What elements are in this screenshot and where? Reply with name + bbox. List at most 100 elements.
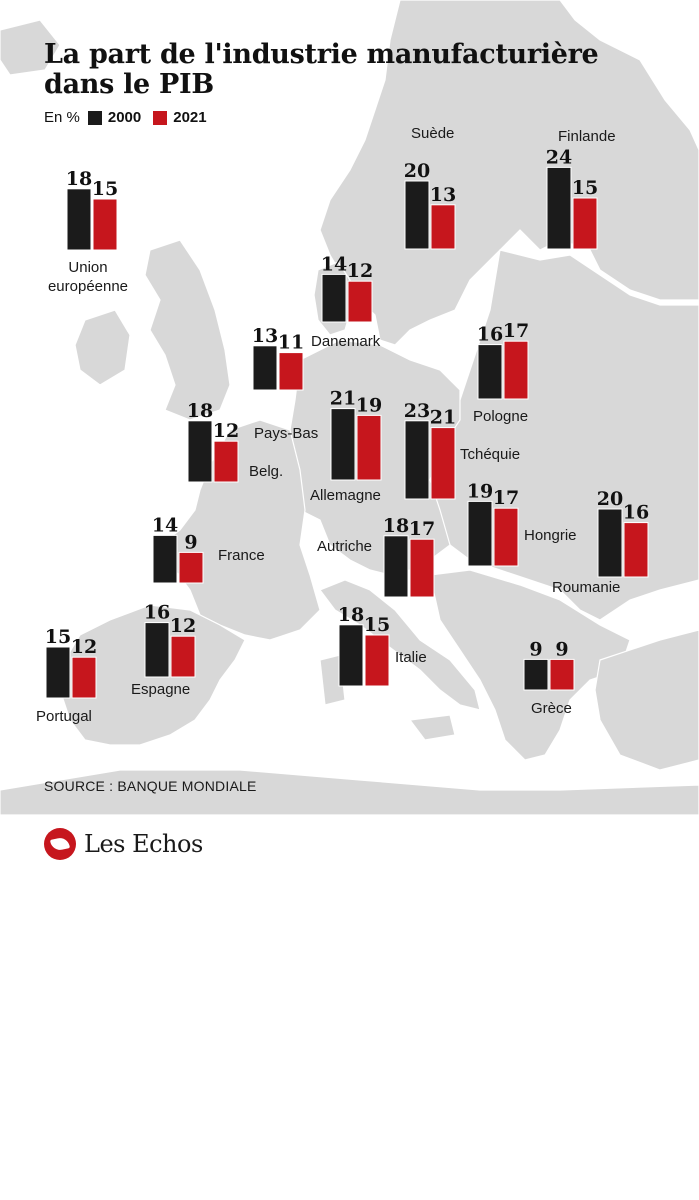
value-label-2000: 20 <box>404 160 430 182</box>
bar-2000-hongrie <box>467 500 493 567</box>
label-autriche: Autriche <box>317 538 373 555</box>
bar-2000-danemark <box>321 273 347 323</box>
bar-2021-su-de <box>430 204 456 250</box>
value-label-2021: 16 <box>623 502 649 524</box>
value-label-2000: 16 <box>144 602 170 624</box>
bar-2000-belg- <box>187 420 213 483</box>
bar-2000-espagne <box>144 622 170 678</box>
bar-2021-espagne <box>170 635 196 678</box>
bar-2021-gr-ce <box>549 658 575 691</box>
france-land <box>159 419 321 641</box>
bar-2000-su-de <box>404 180 430 250</box>
value-label-2021: 12 <box>213 420 239 442</box>
bar-2021-italie <box>364 634 390 687</box>
label-france: France <box>218 547 265 564</box>
value-label-2000: 19 <box>467 480 493 502</box>
label-tchequie: Tchéquie <box>460 446 521 463</box>
turkey-land <box>594 629 699 771</box>
bar-2021-union-europ-enne <box>92 198 118 251</box>
value-label-2021: 12 <box>170 615 196 637</box>
bar-2021-pays-bas <box>278 352 304 391</box>
bar-2000-france <box>152 534 178 584</box>
bar-2000-finlande <box>546 166 572 250</box>
value-label-2000: 21 <box>330 388 356 410</box>
value-label-2000: 16 <box>477 324 503 346</box>
value-label-2021: 19 <box>356 394 382 416</box>
bar-2021-hongrie <box>493 507 519 567</box>
bar-2000-autriche <box>383 535 409 598</box>
label-grece: Grèce <box>531 700 572 717</box>
source-note: SOURCE : BANQUE MONDIALE <box>44 778 257 794</box>
ireland-land <box>74 309 131 386</box>
legend-swatch-2021 <box>153 110 168 125</box>
north-africa-land <box>0 769 699 815</box>
label-danemark: Danemark <box>311 333 381 350</box>
value-label-2000: 14 <box>152 514 178 536</box>
value-label-2021: 9 <box>555 638 568 660</box>
brand-name: Les Echos <box>84 830 203 858</box>
value-label-2000: 13 <box>252 325 278 347</box>
value-label-2021: 12 <box>71 636 97 658</box>
value-label-2000: 14 <box>321 253 347 275</box>
value-label-2000: 9 <box>529 638 542 660</box>
value-label-2021: 15 <box>92 178 118 200</box>
value-label-2021: 17 <box>409 518 435 540</box>
legend-label-2021: 2021 <box>173 109 207 126</box>
bar-2000-italie <box>338 624 364 687</box>
label-hongrie: Hongrie <box>524 527 577 544</box>
label-suede: Suède <box>411 125 455 142</box>
map-panel: 18 15 20 13 24 15 14 12 16 17 13 11 18 12 21 19 23 21 14 9 1… <box>0 0 699 815</box>
label-pays-bas: Pays-Bas <box>254 425 319 442</box>
value-label-2000: 15 <box>45 626 71 648</box>
label-allemagne: Allemagne <box>310 487 381 504</box>
scandinavia-land <box>319 0 699 346</box>
bar-2021-danemark <box>347 280 373 323</box>
bar-2021-belg- <box>213 440 239 483</box>
label-belg: Belg. <box>249 463 284 480</box>
value-label-2021: 11 <box>278 332 304 354</box>
legend-unit: En % <box>44 109 80 126</box>
bar-2000-union-europ-enne <box>66 188 92 251</box>
value-label-2000: 18 <box>383 515 409 537</box>
legend-swatch-2000 <box>87 110 102 125</box>
bar-2000-gr-ce <box>523 658 549 691</box>
bar-2000-portugal <box>45 646 71 699</box>
italy-land <box>319 579 481 711</box>
sicily-land <box>408 714 456 741</box>
label-finlande: Finlande <box>558 128 616 145</box>
legend-label-2000: 2000 <box>107 109 142 126</box>
bar-2000-pologne <box>477 344 503 400</box>
value-label-2000: 23 <box>404 400 430 422</box>
bar-2021-autriche <box>409 538 435 598</box>
label-espagne: Espagne <box>131 681 191 698</box>
value-label-2021: 15 <box>572 177 598 199</box>
iceland-land <box>0 19 61 76</box>
bar-2021-france <box>178 551 204 584</box>
bar-2000-roumanie <box>597 508 623 578</box>
value-label-2021: 9 <box>184 531 197 553</box>
bar-2021-allemagne <box>356 414 382 481</box>
value-label-2021: 13 <box>430 184 456 206</box>
value-label-2021: 17 <box>493 487 519 509</box>
value-label-2000: 18 <box>66 168 92 190</box>
bar-2000-allemagne <box>330 408 356 481</box>
bar-2021-tch-quie <box>430 427 456 500</box>
value-label-2021: 15 <box>364 614 390 636</box>
bar-2021-finlande <box>572 197 598 250</box>
brand-logo: Les Echos <box>44 828 203 860</box>
east-europe-land <box>419 249 699 621</box>
les-echos-logo-icon <box>44 828 76 860</box>
legend: En % 2000 2021 <box>44 109 207 126</box>
great-britain-land <box>144 239 231 421</box>
label-italie: Italie <box>395 649 427 666</box>
bar-2021-roumanie <box>623 522 649 578</box>
value-label-2021: 12 <box>347 260 373 282</box>
value-label-2000: 20 <box>597 488 623 510</box>
bar-2021-pologne <box>503 340 529 400</box>
value-label-2021: 21 <box>430 407 456 429</box>
chart-title: La part de l'industrie manufacturière da… <box>44 39 599 100</box>
label-pologne: Pologne <box>473 408 529 425</box>
bar-2000-tch-quie <box>404 420 430 500</box>
